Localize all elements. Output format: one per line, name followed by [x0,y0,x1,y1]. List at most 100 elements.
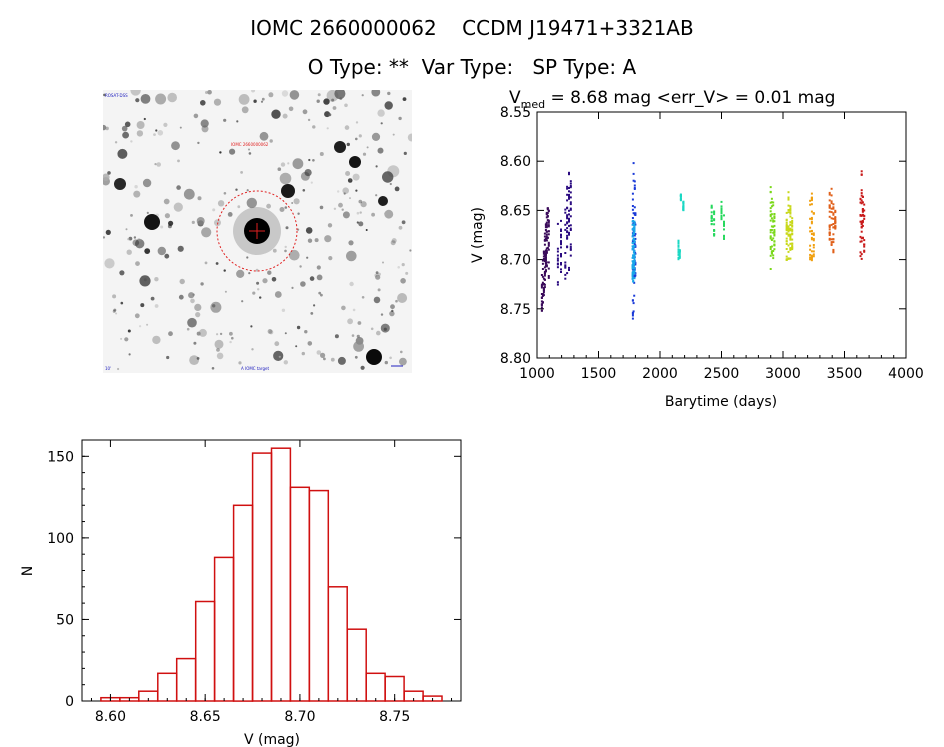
lc-point [631,265,634,268]
lc-point [540,309,543,312]
lc-point [568,220,570,223]
star [274,341,280,347]
lc-point [720,214,723,217]
star [389,356,392,360]
lc-point [791,242,794,245]
star [134,185,138,189]
lc-point [540,296,543,299]
lc-point [569,182,572,185]
lc-point [568,190,570,193]
lc-point [564,264,567,267]
lc-point [789,221,792,224]
star [150,296,155,301]
lc-point [828,204,831,207]
star [354,355,358,359]
star [281,308,286,312]
lc-data-points [540,162,866,320]
lc-point [569,186,572,189]
star [302,189,306,192]
lc-point [789,242,792,245]
star [194,303,202,311]
lc-point [545,235,548,238]
star [361,296,365,299]
hist-xlabel: V (mag) [244,732,300,747]
star [278,355,281,358]
star [376,330,381,336]
lc-point [542,291,545,294]
lc-point [810,257,813,260]
star [214,339,224,349]
star [179,126,182,129]
star [284,249,287,253]
lc-point [566,227,569,230]
star [302,109,308,115]
star [313,304,316,307]
lc-point [830,223,833,226]
star [345,171,351,176]
star [394,186,400,192]
star [356,211,360,215]
star [229,148,236,155]
lc-point [828,210,831,213]
star [362,152,367,156]
star [133,236,137,239]
star [187,317,197,328]
lc-point [556,262,559,265]
lc-point [633,224,636,227]
star [344,103,348,108]
lc-point [769,215,772,218]
star [117,148,128,159]
lc-point [544,254,547,257]
star [229,340,232,344]
lc-point [541,301,544,304]
lc-point [772,225,775,228]
star [163,198,170,205]
lc-point [632,219,635,222]
lc-point [632,162,635,165]
lc-point [769,248,772,250]
star [277,167,282,171]
lc-point [568,194,570,197]
star [115,312,118,315]
lc-point [634,212,637,215]
star [390,240,396,246]
lc-point [710,223,713,225]
lc-point [828,228,831,231]
star [399,357,407,366]
lc-point [543,283,546,286]
lc-point [547,220,550,223]
lc-point [547,230,550,233]
star [375,271,379,275]
star [293,198,300,205]
star [343,192,346,195]
lc-point [860,253,863,256]
lc-point [828,199,831,202]
finder-label-bottom-left: 10' [105,366,111,371]
lc-point [546,207,549,210]
star [186,327,190,331]
lc-point [682,208,685,211]
finder-label-top-left: ROSAT-DSS [105,93,128,98]
star [280,162,286,167]
lc-point [723,224,725,226]
lc-point [568,231,570,234]
lc-point [787,244,790,247]
lc-point [677,244,680,247]
star [370,327,374,331]
lc-point [633,267,636,270]
lc-point [809,256,812,259]
lc-point [631,275,634,278]
star [153,133,156,136]
lc-point [769,237,772,240]
lc-point [569,245,572,248]
star [114,141,118,144]
lc-point [810,256,813,259]
lc-point [560,230,562,232]
lc-point [787,211,790,214]
hist-xtick-label: 8.60 [95,709,126,725]
lc-point [542,288,545,291]
lc-point [633,188,636,190]
lc-point [713,223,716,226]
lc-point [631,314,634,317]
lc-point [631,299,634,302]
